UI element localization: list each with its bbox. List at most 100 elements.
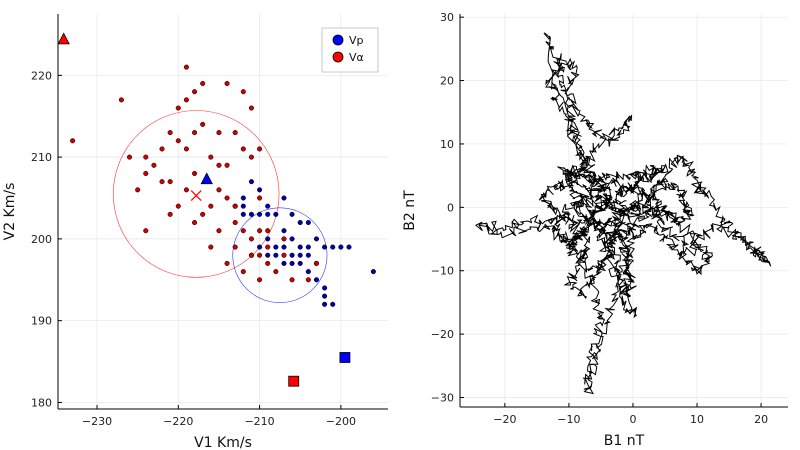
legend-marker-valpha	[332, 51, 344, 63]
valpha-data-point	[232, 203, 238, 209]
valpha-data-point	[192, 130, 198, 136]
vp-data-point	[289, 236, 295, 242]
vp-data-point	[265, 252, 271, 258]
valpha-data-point	[192, 219, 198, 226]
r-y-tick-label: 10	[440, 138, 454, 151]
vp-data-point	[370, 269, 376, 275]
r-x-tick-label: 20	[754, 413, 768, 426]
r-x-tick-label: 10	[690, 413, 704, 426]
r-x-tick-label: 0	[629, 413, 636, 426]
valpha-data-point	[265, 260, 271, 266]
valpha-data-point	[224, 260, 230, 266]
valpha-data-point	[135, 187, 141, 193]
vp-data-point	[257, 244, 263, 250]
vp-data-point	[257, 187, 263, 193]
vp-data-point	[257, 211, 263, 217]
l-y-tick-label: 180	[31, 396, 52, 409]
l-y-tick-label: 200	[31, 233, 52, 246]
valpha-data-point	[200, 80, 206, 87]
vp-data-point	[281, 195, 287, 201]
valpha-data-point	[257, 195, 263, 201]
right-axes	[459, 14, 788, 408]
vp-data-point	[289, 260, 295, 266]
r-y-tick-label: −10	[431, 265, 454, 278]
valpha-data-point	[232, 130, 238, 136]
valpha-data-point	[208, 154, 214, 160]
vp-data-point	[330, 301, 336, 307]
valpha-data-point	[175, 105, 181, 111]
valpha-data-point	[257, 146, 263, 152]
left-y-axis-label: V2 Km/s	[2, 183, 18, 241]
r-x-tick-label: −10	[557, 413, 580, 426]
vp-data-point	[248, 211, 254, 217]
legend-label-valpha: Vα	[349, 51, 364, 64]
valpha-data-point	[248, 236, 254, 242]
mean-vp-triangle	[200, 172, 213, 185]
vp-data-point	[322, 293, 328, 299]
vp-data-point	[305, 244, 311, 250]
vp-data-point	[240, 203, 246, 209]
vp-data-point	[265, 203, 271, 209]
vp-data-point	[305, 219, 311, 226]
vp-data-point	[281, 228, 287, 234]
valpha-data-point	[313, 260, 320, 266]
valpha-data-point	[200, 211, 206, 217]
vp-data-point	[265, 236, 271, 242]
r-x-tick-label: −20	[493, 413, 516, 426]
valpha-data-point	[224, 195, 230, 201]
valpha-data-point	[159, 179, 165, 185]
vp-data-point	[313, 236, 320, 242]
vp-data-point	[240, 211, 246, 217]
valpha-data-point	[257, 277, 263, 283]
vp-data-point	[322, 244, 328, 250]
valpha-data-point	[192, 89, 198, 95]
valpha-data-point	[143, 228, 149, 234]
v-triangle-triangle	[57, 32, 70, 45]
legend-marker-vp	[332, 34, 344, 46]
valpha-data-point	[240, 89, 246, 95]
valpha-data-point	[167, 130, 173, 136]
valpha-data-point	[240, 228, 246, 234]
r-y-tick-label: 30	[440, 11, 454, 24]
r-y-tick-label: −20	[431, 328, 454, 341]
vp-data-point	[305, 252, 311, 258]
vp-data-point	[248, 179, 254, 185]
l-y-tick-label: 220	[31, 69, 52, 82]
mean-v--cross	[190, 190, 202, 201]
legend: Vp Vα	[321, 27, 379, 73]
valpha-data-point	[208, 244, 214, 250]
left-markers	[57, 32, 351, 387]
vp-data-point	[265, 211, 271, 217]
valpha-data-point	[216, 130, 222, 136]
magnetic-field-panel: −20 −10 0 10 20 −30 −20 −10 0 10 20 30 B1 nT B2 nT	[402, 11, 788, 449]
valpha-data-point	[183, 64, 189, 70]
spread-circle-1	[232, 207, 328, 303]
valpha-data-point	[281, 252, 287, 258]
valpha-data-point	[192, 170, 198, 177]
r-y-tick-label: 20	[440, 75, 454, 88]
valpha-data-point	[216, 228, 222, 234]
valpha-data-point	[232, 244, 238, 250]
valpha-data-point	[167, 179, 173, 185]
l-x-tick-label: −230	[82, 415, 112, 428]
l-x-tick-label: −210	[244, 415, 274, 428]
valpha-data-point	[289, 277, 295, 283]
vp-data-point	[297, 260, 303, 266]
right-x-axis-label: B1 nT	[604, 433, 645, 449]
valpha-data-point	[240, 269, 246, 275]
vp-data-point	[281, 260, 287, 266]
valpha-data-point	[257, 228, 263, 234]
vp-data-point	[289, 252, 295, 258]
valpha-data-point	[70, 138, 76, 144]
vp-data-point	[273, 244, 279, 250]
valpha-data-point	[151, 162, 157, 168]
valpha-data-point	[126, 154, 133, 160]
r-y-tick-label: 0	[447, 201, 454, 214]
valpha-data-point	[175, 203, 181, 209]
valpha-data-point	[183, 187, 189, 193]
b-field-trace	[474, 31, 772, 395]
vp-data-point	[281, 244, 287, 250]
left-grid	[58, 14, 388, 409]
